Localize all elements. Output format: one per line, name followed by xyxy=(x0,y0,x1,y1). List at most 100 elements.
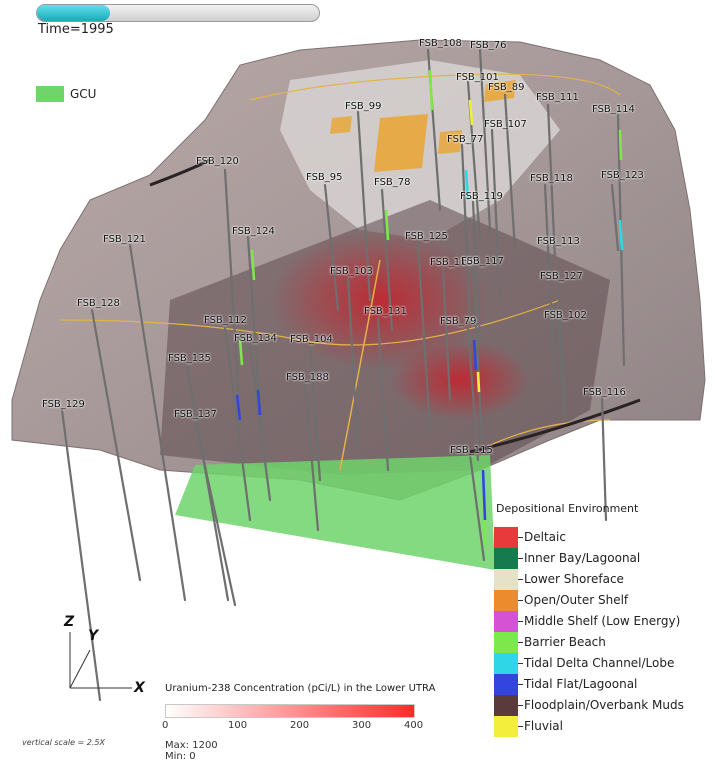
well-label: FSB_128 xyxy=(77,298,120,309)
axis-x-label: X xyxy=(134,680,145,696)
road xyxy=(479,419,611,451)
legend-swatch xyxy=(494,590,518,611)
well-label: FSB_129 xyxy=(42,399,85,410)
legend-label: Lower Shoreface xyxy=(524,572,624,586)
legend-tick xyxy=(518,642,523,643)
legend-swatch xyxy=(494,653,518,674)
well-label: FSB_134 xyxy=(234,333,277,344)
legend-label: Barrier Beach xyxy=(524,635,606,649)
well-label: FSB_135 xyxy=(168,353,211,364)
legend-label: Deltaic xyxy=(524,530,566,544)
well-label: FSB_188 xyxy=(286,372,329,383)
well-label: FSB_78 xyxy=(374,177,411,188)
well-label: FSB_77 xyxy=(447,134,484,145)
legend-tick xyxy=(518,600,523,601)
legend-label: Fluvial xyxy=(524,719,563,733)
legend-tick xyxy=(518,579,523,580)
well-label: FSB_112 xyxy=(204,315,247,326)
well-label: FSB_114 xyxy=(592,104,635,115)
colorbar-tick: 400 xyxy=(404,720,424,731)
time-slider[interactable] xyxy=(36,4,320,22)
legend-tick xyxy=(518,663,523,664)
legend-swatch xyxy=(494,716,518,737)
well-label: FSB_125 xyxy=(405,231,448,242)
legend-label: Floodplain/Overbank Muds xyxy=(524,698,684,712)
well-label: FSB_119 xyxy=(460,191,503,202)
well-label: FSB_108 xyxy=(419,38,462,49)
well-label: FSB_131 xyxy=(364,306,407,317)
gcu-label: GCU xyxy=(70,87,97,101)
legend-tick xyxy=(518,621,523,622)
basin-4 xyxy=(330,116,352,134)
well-segments xyxy=(235,69,624,546)
legend-label: Inner Bay/Lagoonal xyxy=(524,551,641,565)
legend-tick xyxy=(518,537,523,538)
colorbar-tick: 0 xyxy=(162,720,169,731)
colorbar-max: Max: 1200 xyxy=(165,740,218,751)
well-label: FSB_107 xyxy=(484,119,527,130)
well-label: FSB_121 xyxy=(103,234,146,245)
well-label: FSB_113 xyxy=(537,236,580,247)
axis-z-label: Z xyxy=(64,614,75,630)
basin-2 xyxy=(484,80,516,102)
road xyxy=(249,73,621,101)
legend-swatch xyxy=(494,548,518,569)
colorbar-title: Uranium-238 Concentration (pCi/L) in the… xyxy=(165,683,436,694)
legend-label: Open/Outer Shelf xyxy=(524,593,629,607)
depositional-legend-title: Depositional Environment xyxy=(496,502,639,515)
well-label: FSB_89 xyxy=(488,82,525,93)
well-label: FSB_104 xyxy=(290,334,333,345)
legend-swatch xyxy=(494,611,518,632)
well-label: FSB_124 xyxy=(232,226,275,237)
well-label: FSB_117 xyxy=(461,256,504,267)
well-label: FSB_99 xyxy=(345,101,382,112)
uranium-plume-2 xyxy=(390,340,530,420)
colorbar-tick: 100 xyxy=(228,720,248,731)
legend-tick xyxy=(518,684,523,685)
axis-y-label: Y xyxy=(88,628,99,644)
gcu-swatch xyxy=(36,86,64,102)
well-label: FSB_127 xyxy=(540,271,583,282)
uranium-plume xyxy=(270,230,490,370)
well-label: FSB_101 xyxy=(456,72,499,83)
well-label: FSB_95 xyxy=(306,172,343,183)
legend-swatch xyxy=(494,527,518,548)
legend-label: Tidal Flat/Lagoonal xyxy=(524,677,638,691)
well-label: FSB_118 xyxy=(530,173,573,184)
colorbar-tick: 200 xyxy=(290,720,310,731)
basin-1 xyxy=(374,114,428,172)
legend-label: Middle Shelf (Low Energy) xyxy=(524,614,681,628)
legend-tick xyxy=(518,726,523,727)
well-label: FSB_115 xyxy=(450,445,493,456)
ridge xyxy=(469,398,641,454)
colorbar-min: Min: 0 xyxy=(165,751,196,762)
well-label: FSB_102 xyxy=(544,310,587,321)
well-label: FSB_123 xyxy=(601,170,644,181)
time-slider-fill xyxy=(37,5,111,21)
ridge xyxy=(149,158,211,187)
well-label: FSB_111 xyxy=(536,92,579,103)
well-label: FSB_116 xyxy=(583,387,626,398)
well-label: FSB_103 xyxy=(330,266,373,277)
time-label: Time=1995 xyxy=(38,22,114,37)
well-label: FSB_137 xyxy=(174,409,217,420)
well-label: FSB_79 xyxy=(440,316,477,327)
legend-swatch xyxy=(494,569,518,590)
gcu-plane xyxy=(175,455,495,570)
colorbar xyxy=(165,704,415,718)
vertical-scale-note: vertical scale = 2.5X xyxy=(22,738,105,747)
legend-label: Tidal Delta Channel/Lobe xyxy=(524,656,675,670)
legend-tick xyxy=(518,705,523,706)
colorbar-tick: 300 xyxy=(352,720,372,731)
well-label: FSB_110 xyxy=(430,257,473,268)
road xyxy=(339,259,381,471)
axes-triad xyxy=(69,632,132,689)
legend-swatch xyxy=(494,632,518,653)
basin-3 xyxy=(438,130,462,154)
legend-swatch xyxy=(494,674,518,695)
legend-tick xyxy=(518,558,523,559)
legend-swatch xyxy=(494,695,518,716)
well-label: FSB_120 xyxy=(196,156,239,167)
well-label: FSB_76 xyxy=(470,40,507,51)
